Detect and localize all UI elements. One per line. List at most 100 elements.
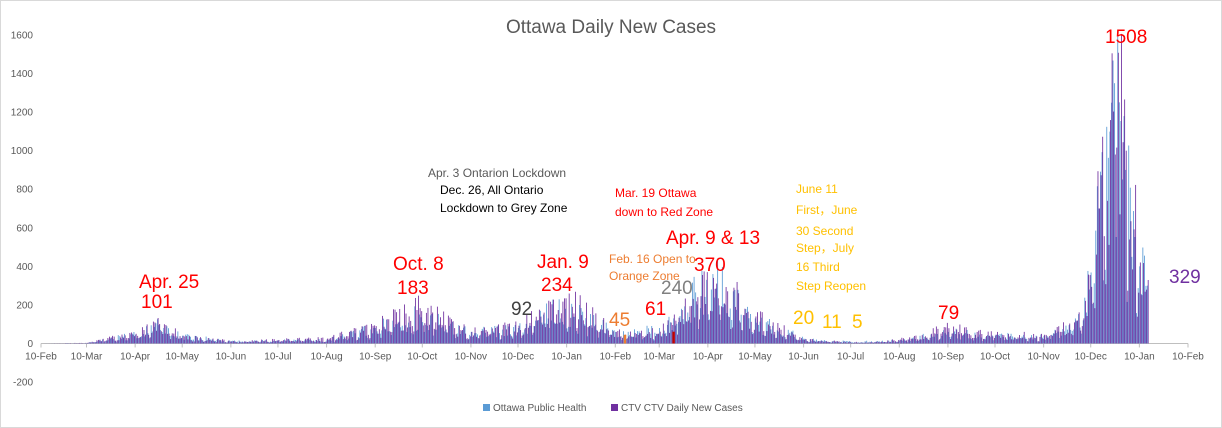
bar (237, 342, 239, 344)
bar (336, 339, 338, 344)
bar (837, 341, 838, 344)
bar (707, 314, 709, 344)
x-tick-label: 10-Oct (980, 351, 1010, 362)
bar (877, 341, 879, 344)
bar (1092, 303, 1094, 344)
bar (425, 312, 427, 344)
bar (803, 338, 805, 344)
bar (91, 342, 92, 344)
bar (498, 324, 500, 344)
bar (677, 334, 678, 344)
bar (294, 341, 296, 344)
bar (662, 323, 664, 344)
bar (609, 335, 611, 344)
bar (1105, 284, 1107, 344)
bar (714, 297, 715, 344)
bar (900, 340, 902, 344)
bar (815, 341, 816, 344)
bar (364, 325, 366, 344)
bar (373, 327, 375, 344)
bar (958, 334, 960, 344)
bar (250, 342, 252, 344)
bar (736, 309, 737, 344)
bar (739, 320, 741, 344)
bar (226, 342, 227, 344)
bar (1115, 237, 1117, 344)
bar (590, 314, 591, 344)
bar (613, 330, 615, 344)
bar (408, 322, 409, 344)
bar (208, 338, 210, 344)
bar (533, 325, 535, 344)
bar (805, 338, 806, 344)
bar (879, 342, 881, 344)
bar (1095, 230, 1097, 344)
legend-item[interactable]: Ottawa Public Health (483, 403, 586, 414)
bar (998, 334, 999, 344)
bar (783, 325, 785, 344)
legend-item[interactable]: CTV CTV Daily New Cases (611, 403, 743, 414)
bar (161, 332, 163, 344)
bar (428, 330, 430, 344)
bar (1143, 263, 1144, 344)
bar (917, 339, 918, 344)
bar (635, 337, 637, 344)
x-tick-label: 10-Dec (1075, 351, 1107, 362)
bar (271, 341, 273, 344)
bar (952, 333, 954, 344)
bar (730, 329, 732, 344)
bar (495, 337, 497, 344)
bar (655, 336, 656, 344)
bar (255, 340, 257, 344)
bar (404, 304, 405, 344)
bar (284, 340, 286, 344)
bar (656, 333, 658, 344)
bar (1020, 338, 1022, 344)
bar (524, 328, 526, 344)
bar (168, 328, 169, 344)
bar (909, 337, 911, 344)
bar (826, 341, 827, 344)
bar (141, 336, 143, 344)
annotation-label: Apr. 9 & 13 (666, 228, 760, 249)
bar (470, 331, 472, 344)
bar (794, 334, 796, 344)
bar (1063, 331, 1065, 344)
bar (648, 328, 650, 344)
bar (651, 326, 653, 344)
bar (637, 331, 639, 344)
bar (129, 332, 131, 344)
bar (953, 326, 955, 344)
bar (831, 341, 833, 344)
bar (1036, 336, 1038, 344)
bar (387, 331, 389, 344)
x-tick-label: 10-Sep (932, 351, 965, 362)
bar (181, 337, 183, 344)
bar (363, 330, 365, 344)
bar (751, 331, 753, 344)
bar (381, 330, 383, 344)
legend[interactable]: Ottawa Public Health CTV CTV Daily New Ca… (483, 403, 743, 414)
bar (656, 334, 657, 344)
bar (829, 342, 831, 344)
bar (124, 333, 125, 344)
bar (99, 339, 101, 344)
bar (673, 314, 675, 344)
bar (477, 334, 478, 344)
bar (842, 340, 844, 344)
bar (1078, 312, 1080, 344)
bar (510, 334, 511, 344)
bar (393, 327, 395, 344)
bar (846, 342, 848, 344)
bar (506, 335, 508, 344)
bar (495, 327, 496, 344)
bar (361, 326, 363, 344)
bar (688, 320, 689, 344)
bar (287, 338, 289, 344)
bar (124, 335, 126, 344)
bar (667, 320, 669, 344)
bar (554, 324, 556, 344)
bar (155, 323, 157, 344)
annotation-label: 30 Second (796, 224, 853, 238)
